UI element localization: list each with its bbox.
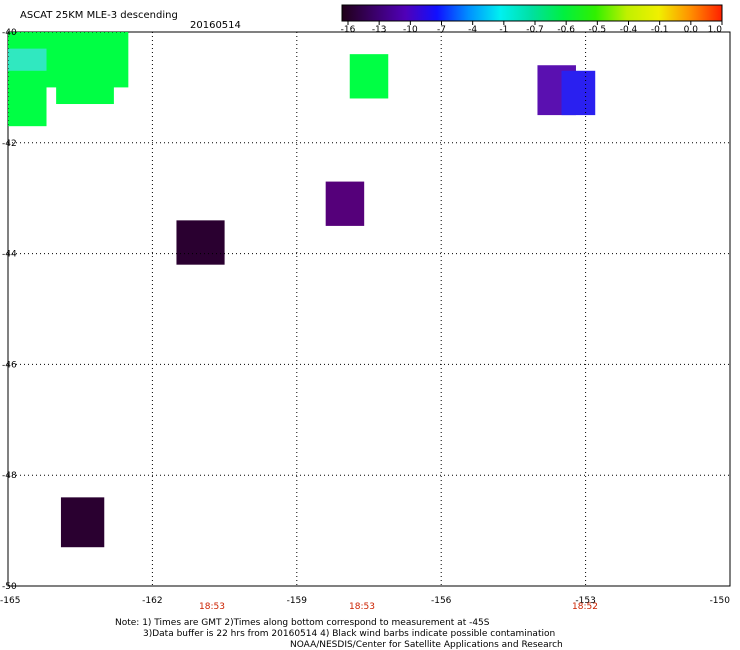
note-line-1: Note: 1) Times are GMT 2)Times along bot…: [115, 618, 490, 628]
colorbar-label: -7: [437, 25, 446, 35]
lat-lon-grid: [7, 31, 731, 587]
longitude-label: -162: [142, 596, 162, 606]
data-cell: [349, 54, 389, 99]
colorbar-label: -0.1: [651, 25, 669, 35]
latitude-label: -42: [2, 139, 17, 149]
map-frame: [7, 31, 731, 587]
time-label: 18:53: [199, 602, 225, 612]
colorbar-label: -13: [372, 25, 387, 35]
colorbar-label: 0.0: [684, 25, 699, 35]
latitude-label: -46: [2, 360, 17, 370]
figure-date: 20160514: [190, 20, 241, 31]
colorbar-label: -0.7: [526, 25, 544, 35]
longitude-label: -165: [0, 596, 20, 606]
time-label: 18:53: [349, 602, 375, 612]
note-line-3: NOAA/NESDIS/Center for Satellite Applica…: [290, 640, 563, 650]
data-cell: [60, 497, 105, 548]
longitude-label: -150: [710, 596, 731, 606]
colorbar-label: -4: [468, 25, 477, 35]
latitude-label: -44: [2, 250, 17, 260]
latitude-labels: -40 -42 -44 -46 -48 -50: [2, 28, 17, 592]
colorbar-labels: -16 -13 -10 -7 -4 -1 -0.7 -0.6 -0.5 -0.4 -0.1 0.0 1.…: [341, 21, 723, 35]
data-cell: [8, 48, 47, 71]
longitude-label: -159: [287, 596, 308, 606]
longitude-label: -156: [431, 596, 452, 606]
data-cell: [56, 32, 114, 105]
time-label: 18:52: [572, 602, 598, 612]
data-cell: [325, 181, 365, 226]
colorbar-label: -0.6: [557, 25, 575, 35]
colorbar: [341, 4, 723, 22]
colorbar-gradient: [341, 4, 723, 22]
colorbar-label: -10: [403, 25, 418, 35]
data-cell: [8, 32, 47, 127]
time-labels: 18:53 18:53 18:52: [199, 602, 598, 612]
data-cells: [8, 32, 596, 548]
latitude-label: -48: [2, 471, 17, 481]
note-line-2: 3)Data buffer is 22 hrs from 20160514 4)…: [143, 629, 555, 639]
data-cell: [176, 220, 225, 265]
colorbar-label: -1: [499, 25, 508, 35]
colorbar-label: -0.4: [620, 25, 638, 35]
colorbar-label: -16: [341, 25, 356, 35]
colorbar-label: -0.5: [589, 25, 607, 35]
latitude-label: -50: [2, 582, 17, 592]
data-cell: [561, 70, 596, 116]
latitude-label: -40: [2, 28, 17, 38]
longitude-label: -153: [575, 596, 595, 606]
colorbar-label: 1.0: [708, 25, 723, 35]
longitude-labels: -165 -162 -159 -156 -153 -150: [0, 596, 730, 606]
figure-title: ASCAT 25KM MLE-3 descending: [20, 10, 178, 21]
